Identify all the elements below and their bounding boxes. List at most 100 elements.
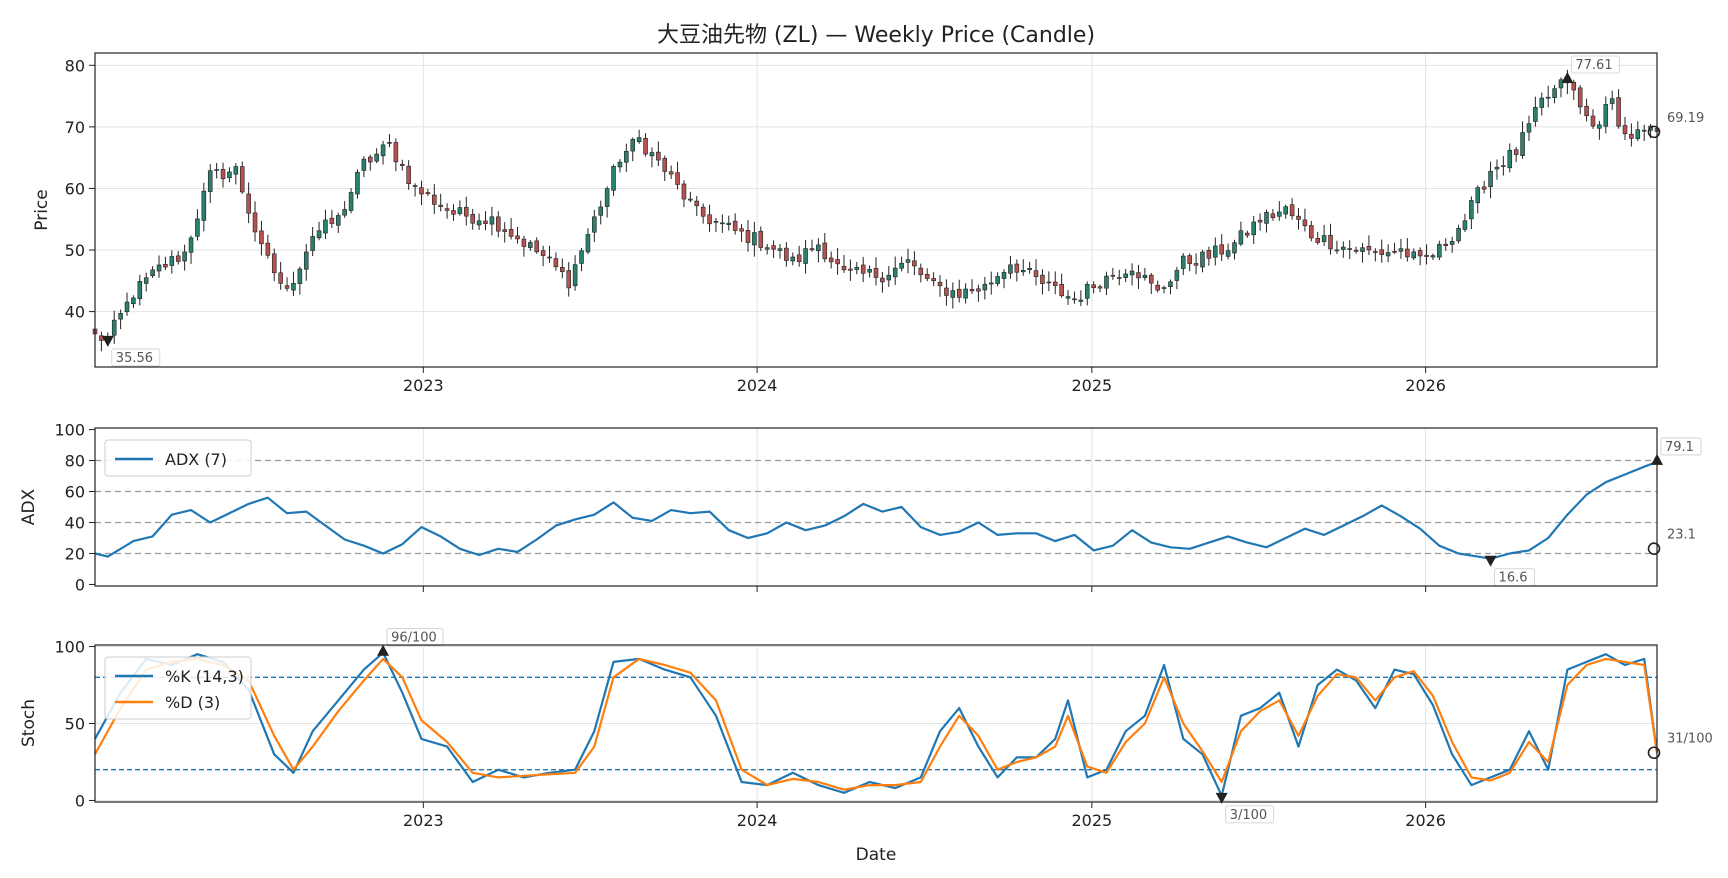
candle-body: [1283, 206, 1288, 215]
candle-body: [124, 301, 130, 313]
candle-body: [1277, 211, 1282, 217]
stoch-legend: %K (14,3) %D (3): [104, 656, 252, 720]
candle-body: [496, 216, 501, 232]
adx-frame: [94, 427, 1658, 587]
candle-body: [841, 265, 847, 271]
price-candles: [92, 69, 1660, 352]
candle-body: [393, 142, 399, 163]
price-ytick-label: 50: [65, 241, 85, 260]
stoch-min-label-box: [1225, 805, 1275, 824]
candle-body: [239, 166, 245, 193]
adx-legend-label: ADX (7): [165, 450, 227, 469]
candle-body: [585, 234, 591, 253]
candle-body: [1590, 115, 1596, 127]
candle-body: [1225, 250, 1231, 257]
price-xtick-label: 2024: [737, 376, 778, 395]
candle-body: [560, 267, 565, 273]
candle-body: [1052, 281, 1058, 286]
candle-body: [1168, 281, 1173, 287]
candle-body: [1104, 275, 1109, 289]
candle-body: [995, 276, 1000, 284]
adx-ytick-label: 80: [65, 452, 85, 471]
candle-body: [1411, 251, 1417, 259]
candle-body: [611, 166, 616, 191]
candle-body: [361, 158, 367, 171]
candle-body: [1059, 284, 1064, 297]
candle-body: [1040, 274, 1045, 284]
candle-body: [489, 216, 495, 225]
stoch-legend-label: %K (14,3): [165, 667, 244, 686]
candle-body: [739, 228, 744, 232]
candle-body: [291, 283, 296, 291]
candle-body: [470, 214, 475, 224]
candle-body: [284, 285, 290, 289]
stoch-legend-box: [104, 656, 252, 720]
candle-body: [380, 144, 386, 157]
candle-body: [848, 268, 853, 271]
adx-lines: [94, 460, 1658, 560]
candle-body: [1385, 252, 1391, 257]
candle-body: [988, 282, 994, 285]
candle-body: [348, 192, 354, 211]
candle-body: [1622, 125, 1628, 135]
candle-body: [1462, 220, 1468, 230]
candle-body: [207, 170, 213, 192]
candle-body: [566, 270, 571, 289]
candle-body: [476, 220, 482, 226]
candle-body: [822, 242, 828, 260]
candle-body: [1181, 255, 1186, 269]
adx-legend-box: [104, 439, 252, 477]
candle-body: [131, 297, 136, 305]
stoch-last-marker: [1647, 746, 1661, 760]
candle-body: [1366, 245, 1372, 251]
stoch-y-ticks: 0 50 100: [54, 638, 95, 810]
adx-ytick-label: 0: [75, 575, 85, 594]
candle-body: [1200, 251, 1205, 268]
candle-body: [1065, 296, 1071, 299]
stoch-xtick-label: 2023: [403, 811, 444, 830]
price-max-marker: [1561, 72, 1574, 84]
candle-body: [444, 208, 450, 211]
candle-body: [649, 152, 655, 157]
candle-body: [1353, 249, 1359, 252]
candle-body: [790, 256, 796, 262]
candle-body: [367, 156, 373, 163]
candle-body: [1091, 284, 1096, 289]
candle-body: [374, 153, 379, 162]
candle-body: [1449, 241, 1455, 245]
candle-body: [1526, 123, 1532, 133]
candle-body: [1545, 96, 1551, 99]
candle-body: [1078, 299, 1084, 302]
candle-body: [323, 219, 328, 234]
candle-body: [1321, 235, 1327, 242]
candle-body: [771, 245, 776, 250]
price-min-label: 35.56: [116, 351, 153, 366]
candle-body: [1193, 263, 1199, 266]
candle-body: [1494, 166, 1500, 170]
candle-body: [335, 215, 341, 226]
stoch-ytick-label: 100: [54, 638, 85, 657]
candle-body: [342, 209, 347, 216]
candle-body: [636, 137, 642, 143]
candle-body: [432, 194, 437, 205]
candle-body: [227, 171, 232, 179]
candle-body: [1084, 284, 1090, 299]
candle-body: [828, 257, 834, 263]
adx-max-label: 79.1: [1665, 440, 1694, 455]
adx-y-ticks: 0 20 40 60 80 100: [54, 421, 95, 594]
candle-body: [1430, 255, 1436, 258]
candle-body: [246, 193, 251, 214]
stoch-series-line-1: [94, 657, 1659, 791]
candle-body: [604, 188, 610, 207]
candle-body: [899, 262, 904, 269]
price-y-label: Price: [32, 189, 52, 230]
stoch-min-marker: [1215, 792, 1228, 804]
candle-body: [1008, 264, 1013, 274]
candle-body: [1392, 251, 1397, 253]
price-max-label-box: [1570, 55, 1620, 74]
candle-body: [1539, 97, 1545, 108]
candle-body: [1424, 254, 1429, 257]
price-min-marker: [101, 335, 114, 347]
